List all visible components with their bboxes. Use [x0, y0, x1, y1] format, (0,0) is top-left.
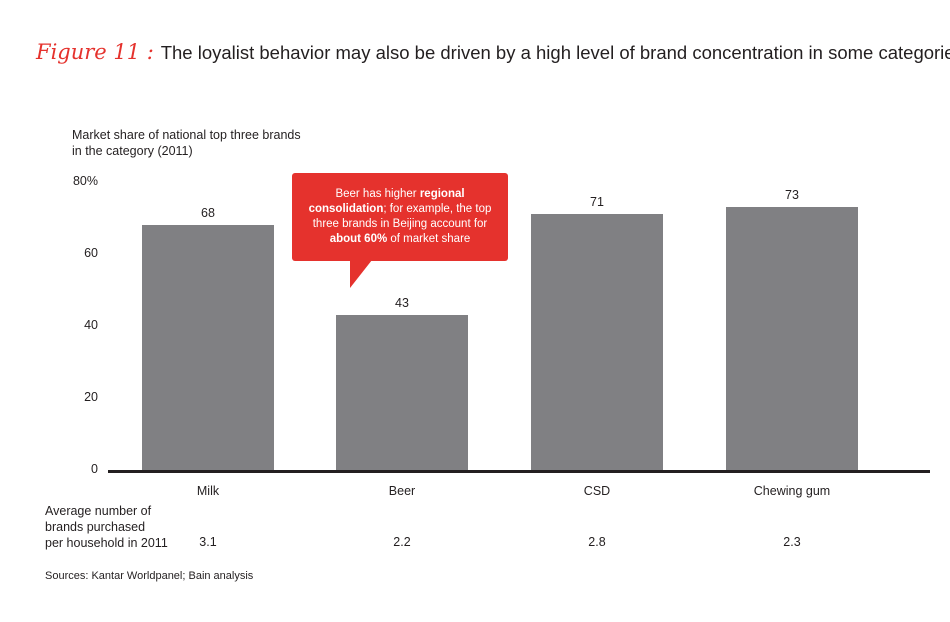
y-axis-label-line1: Market share of national top three brand… [72, 128, 301, 142]
callout-bold1: regional consolidation [308, 188, 465, 215]
category-label: Milk [196, 484, 220, 498]
callout-part1: Beer has higher [335, 188, 420, 200]
y-tick-label: 80% [72, 174, 98, 188]
bar-milk [142, 225, 274, 470]
figure-label: Figure 11 : [36, 40, 154, 64]
bar-value-label: 68 [201, 206, 215, 221]
average-value: 2.2 [393, 535, 411, 549]
x-axis-line [108, 470, 930, 473]
average-label-line3: per household in 2011 [45, 536, 168, 550]
bar-chewing-gum [726, 207, 858, 470]
average-label-line2: brands purchased [45, 520, 146, 534]
chart-title: Figure 11 : The loyalist behavior may al… [36, 40, 950, 64]
y-tick-label: 40 [84, 318, 98, 332]
bar-csd [531, 214, 663, 470]
average-row-label: Average number of brands purchased per h… [45, 503, 185, 551]
y-tick-label: 0 [91, 462, 98, 476]
y-tick-label: 20 [84, 390, 98, 404]
average-value: 3.1 [199, 535, 217, 549]
y-axis-label: Market share of national top three brand… [72, 127, 332, 159]
category-label: CSD [583, 484, 611, 498]
callout-part2: ; for example, the top three brands in B… [312, 203, 492, 230]
y-axis-label-line2: in the category (2011) [72, 144, 193, 158]
source-note: Sources: Kantar Worldpanel; Bain analysi… [45, 570, 254, 582]
bar-value-label: 71 [590, 195, 604, 210]
category-label: Beer [388, 484, 416, 498]
callout-part3: of market share [387, 233, 471, 245]
bar-beer [336, 315, 468, 470]
callout-pointer [350, 260, 372, 288]
average-value: 2.3 [783, 535, 801, 549]
average-value: 2.8 [588, 535, 606, 549]
title-text: The loyalist behavior may also be driven… [160, 42, 950, 63]
beer-callout: Beer has higher regional consolidation; … [292, 173, 508, 261]
callout-text: Beer has higher regional consolidation; … [302, 187, 498, 247]
average-label-line1: Average number of [45, 504, 152, 518]
y-tick-label: 60 [84, 246, 98, 260]
callout-bold2: about 60% [329, 233, 388, 245]
bar-value-label: 43 [395, 296, 409, 311]
bar-value-label: 73 [785, 188, 799, 203]
category-label: Chewing gum [753, 484, 831, 498]
